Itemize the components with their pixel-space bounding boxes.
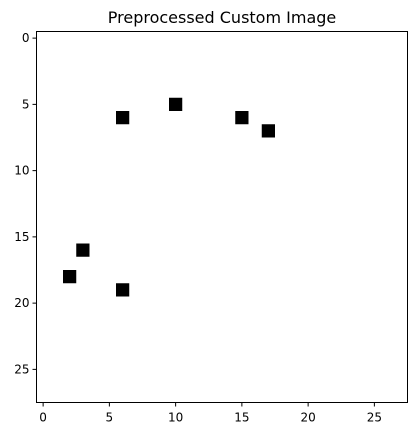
x-tick-label: 10 xyxy=(168,411,183,425)
chart-title: Preprocessed Custom Image xyxy=(108,8,337,27)
image-pixel xyxy=(63,270,77,284)
image-pixel xyxy=(261,124,275,138)
x-tick-label: 20 xyxy=(300,411,315,425)
x-tick-label: 25 xyxy=(367,411,382,425)
y-tick-label: 10 xyxy=(14,164,29,178)
image-pixel xyxy=(76,243,90,257)
x-tick-label: 0 xyxy=(39,411,47,425)
x-tick-label: 5 xyxy=(106,411,114,425)
image-pixels xyxy=(36,31,408,403)
image-background xyxy=(36,31,408,403)
image-pixel xyxy=(116,111,130,125)
y-tick-label: 15 xyxy=(14,230,29,244)
y-axis: 0 5 10 15 20 25 xyxy=(14,31,37,376)
x-tick-label: 15 xyxy=(234,411,249,425)
y-tick-label: 5 xyxy=(22,97,30,111)
y-tick-label: 20 xyxy=(14,296,29,310)
y-tick-label: 25 xyxy=(14,362,29,376)
y-tick-label: 0 xyxy=(22,31,30,45)
image-pixel xyxy=(235,111,249,125)
x-axis: 0 5 10 15 20 25 xyxy=(39,402,382,425)
axes-frame xyxy=(36,31,408,403)
image-pixel xyxy=(169,97,183,111)
image-pixel xyxy=(116,283,130,297)
